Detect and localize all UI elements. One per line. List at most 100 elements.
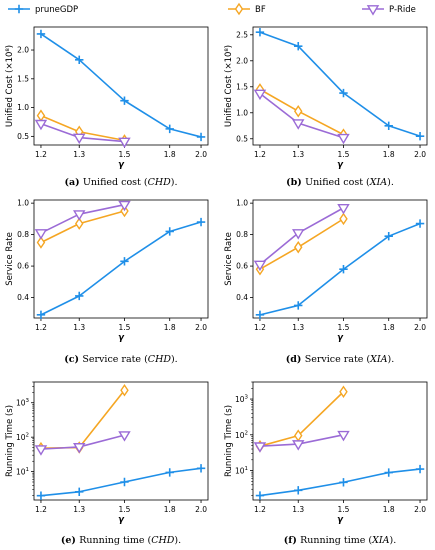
x-tick-label: 1.3	[73, 150, 85, 159]
data-point	[293, 240, 303, 254]
series-p-ride	[253, 430, 350, 453]
y-tick-label: 0.6	[236, 262, 248, 271]
series-prunegdp	[36, 29, 206, 142]
legend-item-bf: BF	[228, 2, 266, 16]
caption: (b) Unified cost (XIA).	[286, 177, 394, 188]
chart-f: 101 102 103 1.2 1.3 1.5 1.8 2.0 γ Running Time (s…	[224, 381, 428, 546]
caption-dataset: XIA	[369, 354, 388, 365]
x-tick-label: 1.2	[35, 505, 47, 514]
series-prunegdp	[255, 464, 425, 500]
data-point	[339, 212, 348, 226]
series-bf	[255, 212, 348, 276]
data-point	[120, 384, 129, 397]
y-tick-label: 2.5	[236, 30, 248, 39]
data-point	[36, 491, 46, 500]
x-tick-label: 1.5	[119, 505, 131, 514]
caption-end: ).	[171, 177, 178, 188]
series-prunegdp	[36, 217, 206, 320]
x-tick-label: 2.0	[195, 323, 207, 332]
data-point	[294, 42, 303, 51]
data-point	[253, 260, 267, 272]
legend-item-prunegdp: pruneGDP	[8, 4, 78, 15]
data-point	[337, 430, 350, 442]
data-point	[384, 231, 393, 241]
x-tick-label: 1.5	[119, 150, 131, 159]
series-prunegdp	[36, 464, 206, 500]
data-point	[255, 491, 265, 500]
series-line	[40, 33, 202, 138]
data-point	[196, 464, 206, 473]
caption-tag: (f)	[284, 535, 300, 546]
y-tick-label: 1.5	[17, 74, 29, 83]
legend-marker	[14, 4, 24, 14]
y-tick-label: 1.0	[17, 103, 29, 112]
caption-dataset: CHD	[148, 177, 172, 188]
x-axis-label: γ	[337, 160, 344, 170]
x-tick-label: 1.5	[119, 323, 131, 332]
x-tick-label: 1.3	[292, 505, 304, 514]
data-point	[118, 200, 131, 212]
plot-frame	[33, 26, 209, 146]
series-p-ride	[253, 203, 350, 272]
x-axis-label: γ	[118, 515, 125, 525]
plot-frame	[252, 26, 428, 146]
x-tick-label: 1.8	[164, 323, 176, 332]
plot-frame	[33, 199, 209, 319]
x-tick-label: 1.2	[35, 150, 47, 159]
x-axis-label: γ	[118, 160, 125, 170]
series-line	[40, 389, 126, 449]
data-point	[196, 132, 206, 142]
x-axis-label: γ	[337, 333, 344, 343]
data-point	[120, 96, 129, 105]
series-line	[40, 221, 202, 316]
caption-dataset: CHD	[151, 535, 175, 546]
x-tick-label: 1.8	[383, 505, 395, 514]
x-tick-label: 2.0	[195, 505, 207, 514]
caption-dataset: XIA	[371, 535, 390, 546]
data-point	[294, 486, 303, 495]
x-tick-label: 1.2	[254, 505, 266, 514]
x-tick-label: 1.2	[254, 150, 266, 159]
caption: (f) Running time (XIA).	[284, 535, 397, 546]
x-tick-label: 1.2	[35, 323, 47, 332]
y-tick-label: 103	[16, 398, 30, 408]
data-point	[292, 119, 305, 130]
data-point	[253, 442, 267, 453]
y-tick-label: 102	[235, 430, 248, 440]
legend-item-p-ride: P-Ride	[362, 5, 416, 16]
y-tick-label: 101	[235, 466, 248, 476]
series-line	[259, 92, 344, 139]
caption-tag: (c)	[64, 354, 82, 365]
x-tick-label: 2.0	[414, 150, 426, 159]
series-p-ride	[34, 431, 131, 456]
y-tick-label: 1.0	[236, 108, 248, 117]
data-point	[73, 210, 86, 221]
data-point	[337, 203, 350, 215]
data-point	[293, 429, 303, 442]
data-point	[415, 464, 425, 474]
caption-text: Unified cost (	[83, 177, 148, 188]
caption: (c) Service rate (CHD).	[64, 354, 177, 365]
series-prunegdp	[255, 219, 425, 320]
x-tick-label: 1.5	[338, 505, 350, 514]
x-tick-label: 1.2	[254, 323, 266, 332]
data-point	[196, 217, 206, 227]
caption-end: ).	[387, 177, 394, 188]
data-point	[339, 478, 348, 487]
x-tick-label: 1.3	[73, 323, 85, 332]
x-tick-label: 2.0	[195, 150, 207, 159]
series-line	[259, 218, 344, 270]
y-tick-label: 102	[16, 433, 29, 443]
data-point	[34, 229, 48, 240]
y-tick-label: 0.5	[17, 132, 29, 141]
series-line	[259, 31, 421, 137]
caption: (d) Service rate (XIA).	[286, 354, 395, 365]
data-point	[255, 310, 265, 320]
caption-text: Service rate (	[82, 354, 148, 365]
y-axis-label: Running Time (s)	[224, 405, 234, 477]
data-point	[75, 291, 84, 301]
y-axis-label: Running Time (s)	[5, 405, 15, 477]
data-point	[253, 89, 267, 101]
series-bf	[255, 385, 348, 453]
